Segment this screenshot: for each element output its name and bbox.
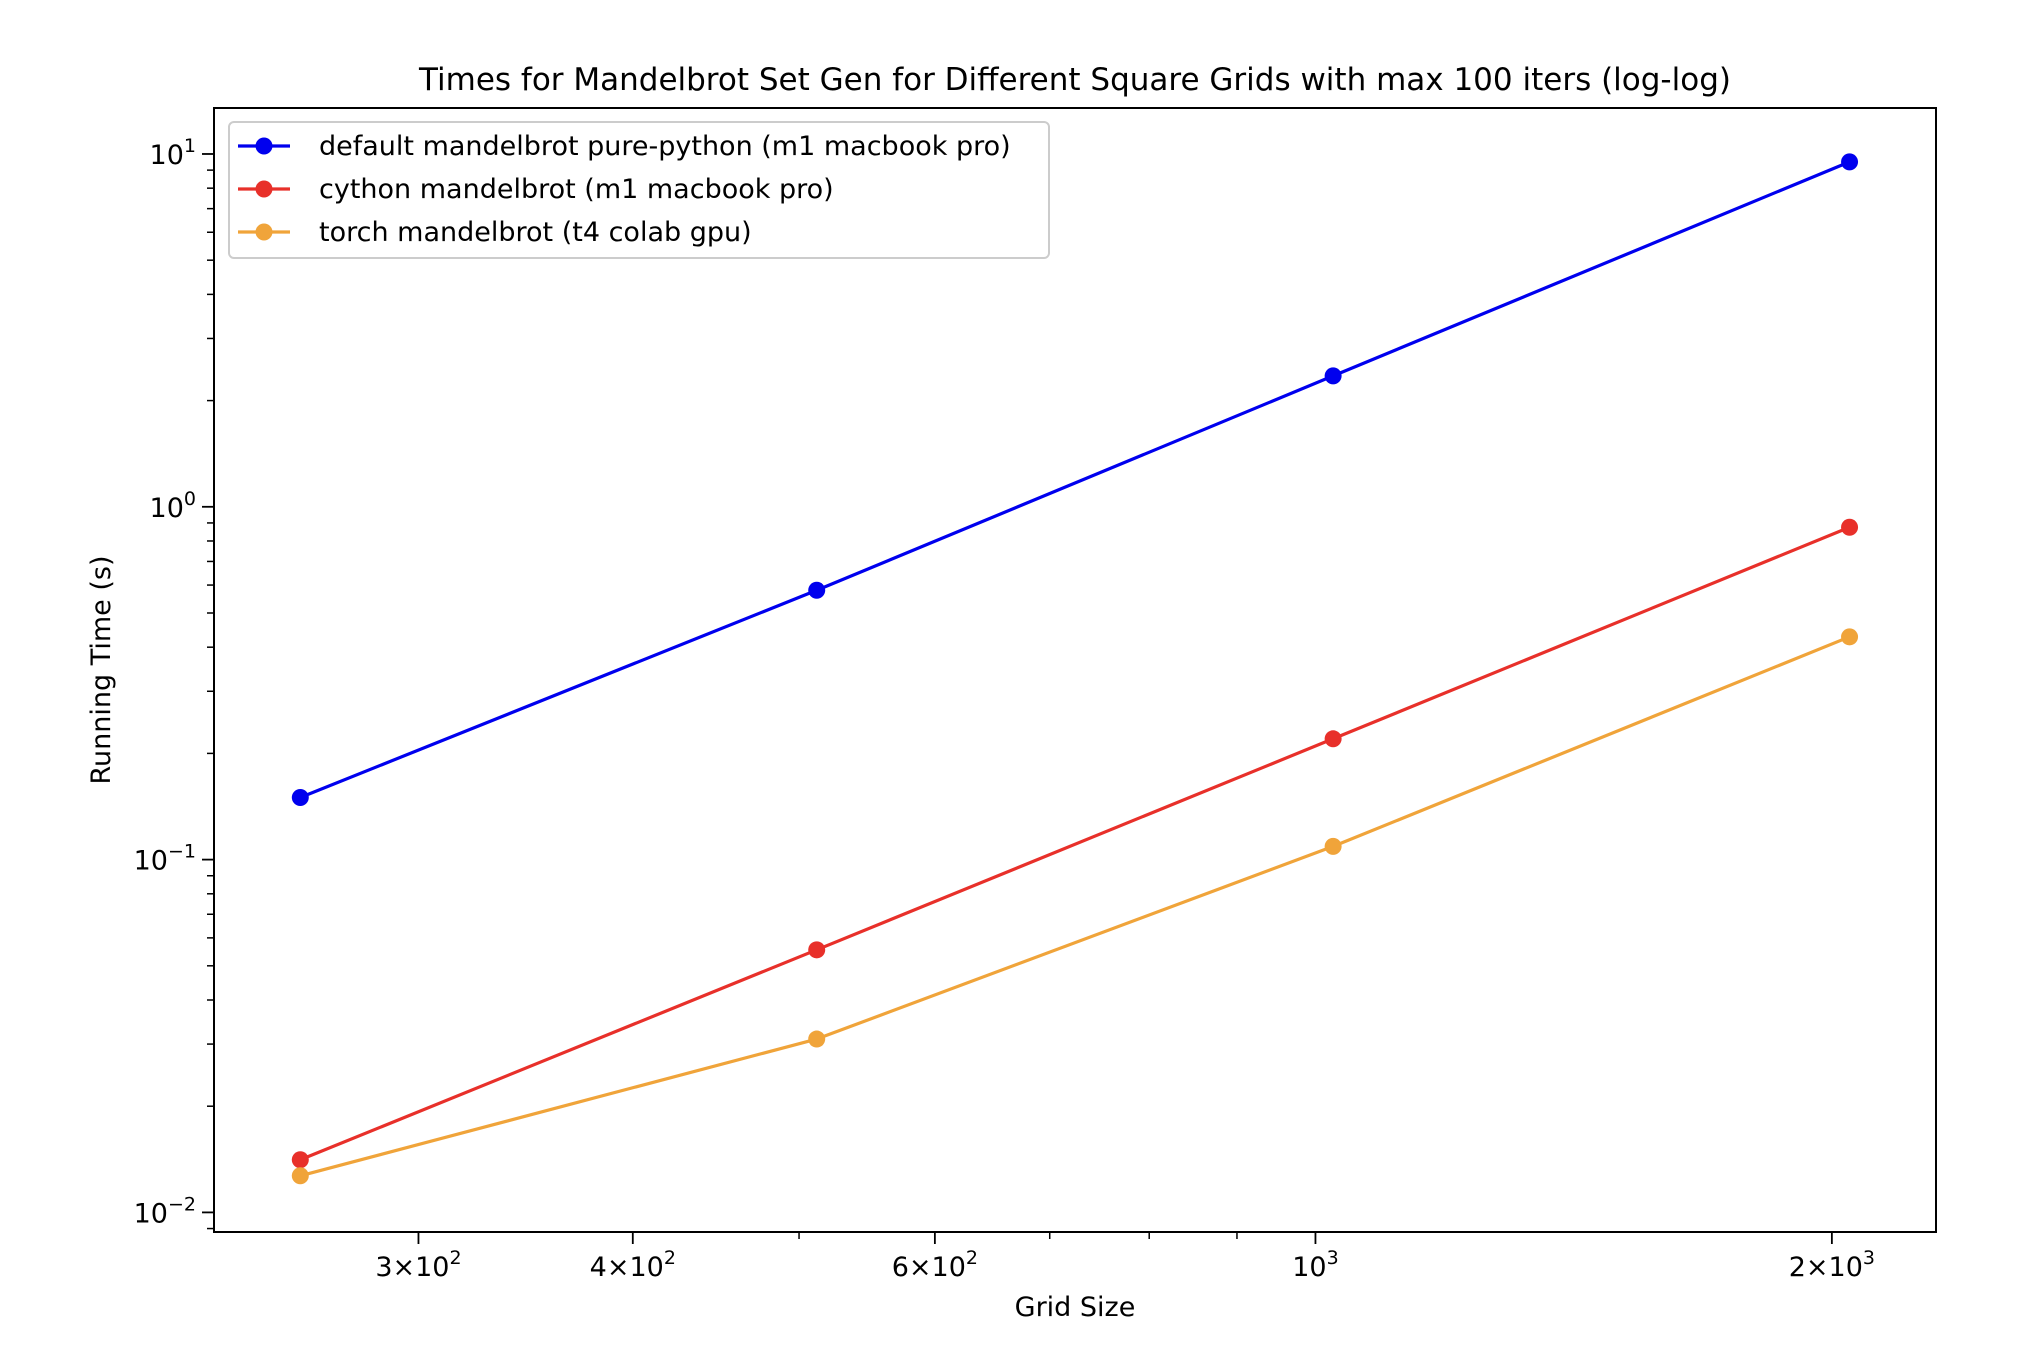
y-axis-label: Running Time (s) bbox=[86, 555, 117, 784]
data-point bbox=[1841, 628, 1859, 646]
data-point bbox=[291, 1167, 309, 1185]
data-point bbox=[291, 1151, 309, 1169]
axes-frame bbox=[213, 107, 1937, 1233]
data-point bbox=[1324, 837, 1342, 855]
y-tick-label: 100 bbox=[150, 488, 196, 524]
x-tick-exponent: 2 bbox=[664, 1247, 676, 1269]
data-point bbox=[1841, 518, 1859, 536]
y-tick-exponent: 0 bbox=[184, 488, 196, 510]
x-tick-mantissa: 2×10 bbox=[1789, 1252, 1863, 1283]
series-line bbox=[299, 525, 1851, 1162]
y-tick-label: 101 bbox=[150, 135, 196, 171]
chart-title: Times for Mandelbrot Set Gen for Differe… bbox=[418, 62, 1731, 98]
y-tick-label: 10−2 bbox=[134, 1193, 196, 1229]
y-tick-mantissa: 10 bbox=[150, 140, 184, 171]
x-tick-exponent: 2 bbox=[450, 1247, 462, 1269]
y-tick-label: 10−1 bbox=[134, 841, 196, 877]
x-tick-exponent: 2 bbox=[966, 1247, 978, 1269]
legend-label: torch mandelbrot (t4 colab gpu) bbox=[319, 217, 752, 248]
data-point bbox=[808, 1030, 826, 1048]
legend-box bbox=[228, 121, 1050, 259]
legend-label: cython mandelbrot (m1 macbook pro) bbox=[319, 174, 834, 205]
legend-marker bbox=[255, 223, 273, 241]
series-group bbox=[291, 628, 1859, 1185]
y-tick-mantissa: 10 bbox=[150, 493, 184, 524]
x-tick-label: 103 bbox=[1292, 1247, 1338, 1283]
data-point bbox=[291, 788, 309, 806]
y-tick-mantissa: 10 bbox=[134, 1198, 168, 1229]
x-axis-label: Grid Size bbox=[1015, 1292, 1136, 1323]
data-point bbox=[808, 581, 826, 599]
data-point bbox=[1324, 367, 1342, 385]
x-tick-mantissa: 4×10 bbox=[590, 1252, 664, 1283]
legend-marker bbox=[255, 137, 273, 155]
legend-marker bbox=[255, 180, 273, 198]
y-tick-exponent: 1 bbox=[184, 135, 196, 157]
series-line bbox=[299, 160, 1851, 799]
y-tick-exponent: −2 bbox=[168, 1193, 196, 1215]
data-point bbox=[808, 941, 826, 959]
series-line bbox=[299, 635, 1851, 1178]
x-tick-label: 4×102 bbox=[590, 1247, 676, 1283]
x-tick-label: 6×102 bbox=[892, 1247, 978, 1283]
x-tick-label: 3×102 bbox=[375, 1247, 461, 1283]
x-tick-exponent: 3 bbox=[1327, 1247, 1339, 1269]
x-tick-mantissa: 3×10 bbox=[375, 1252, 449, 1283]
data-point bbox=[1841, 153, 1859, 171]
x-tick-mantissa: 6×10 bbox=[892, 1252, 966, 1283]
y-tick-exponent: −1 bbox=[168, 841, 196, 863]
x-tick-mantissa: 10 bbox=[1292, 1252, 1326, 1283]
y-tick-mantissa: 10 bbox=[134, 846, 168, 877]
series-group bbox=[291, 153, 1859, 806]
data-point bbox=[1324, 730, 1342, 748]
x-tick-exponent: 3 bbox=[1863, 1247, 1875, 1269]
series-group bbox=[291, 518, 1859, 1169]
legend: default mandelbrot pure-python (m1 macbo… bbox=[228, 121, 1050, 259]
x-tick-label: 2×103 bbox=[1789, 1247, 1875, 1283]
legend-label: default mandelbrot pure-python (m1 macbo… bbox=[319, 131, 1011, 162]
